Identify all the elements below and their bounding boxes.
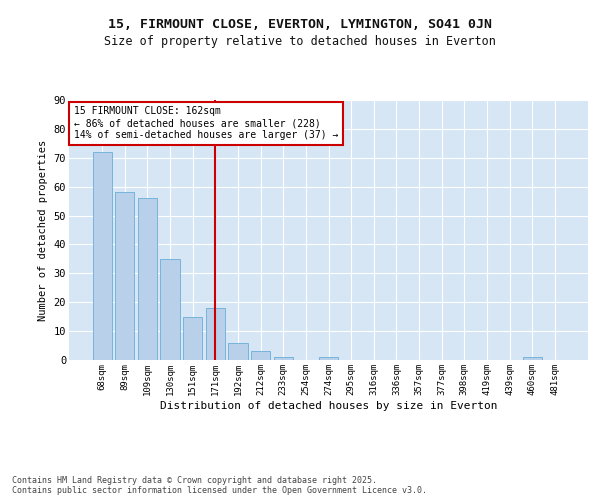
Bar [160,259,180,360]
Y-axis label: Number of detached properties: Number of detached properties [38,140,48,320]
Bar [115,192,134,360]
Bar [183,316,202,360]
Text: Size of property relative to detached houses in Everton: Size of property relative to detached ho… [104,35,496,48]
Bar [523,357,542,360]
Bar [138,198,157,360]
Text: 15 FIRMOUNT CLOSE: 162sqm
← 86% of detached houses are smaller (228)
14% of semi: 15 FIRMOUNT CLOSE: 162sqm ← 86% of detac… [74,106,338,140]
Bar [92,152,112,360]
Text: Contains HM Land Registry data © Crown copyright and database right 2025.
Contai: Contains HM Land Registry data © Crown c… [12,476,427,495]
X-axis label: Distribution of detached houses by size in Everton: Distribution of detached houses by size … [160,400,497,410]
Text: 15, FIRMOUNT CLOSE, EVERTON, LYMINGTON, SO41 0JN: 15, FIRMOUNT CLOSE, EVERTON, LYMINGTON, … [108,18,492,30]
Bar [274,357,293,360]
Bar [206,308,225,360]
Bar [251,352,270,360]
Bar [319,357,338,360]
Bar [229,342,248,360]
